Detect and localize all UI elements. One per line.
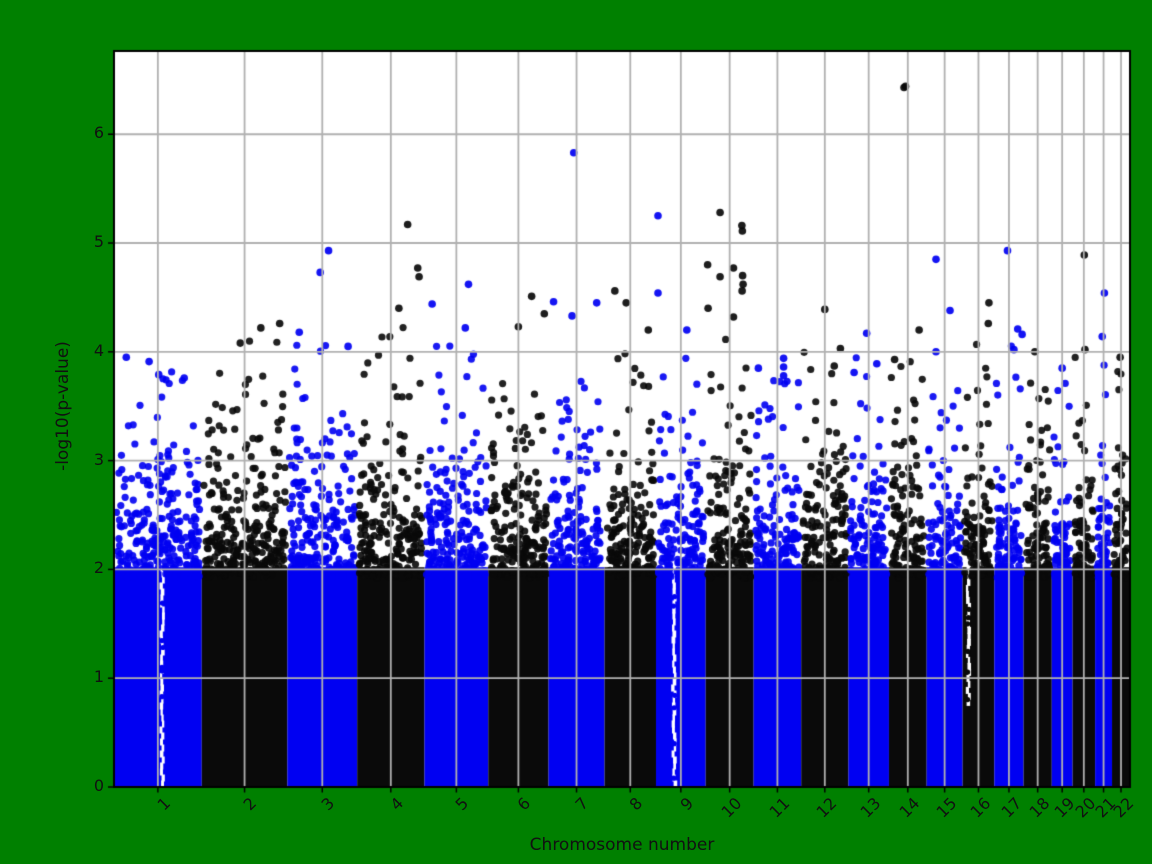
y-tick-label: 0 bbox=[93, 776, 104, 795]
y-tick-label: 4 bbox=[93, 340, 104, 360]
y-axis-label: -log10(p-value) bbox=[53, 341, 73, 471]
y-tick-label: 3 bbox=[93, 449, 104, 469]
y-tick-label: 6 bbox=[93, 123, 104, 143]
y-tick-label: 5 bbox=[93, 232, 104, 252]
y-tick-label: 1 bbox=[93, 667, 104, 687]
x-axis-label: Chromosome number bbox=[529, 835, 715, 855]
y-tick-label: 2 bbox=[93, 558, 104, 578]
